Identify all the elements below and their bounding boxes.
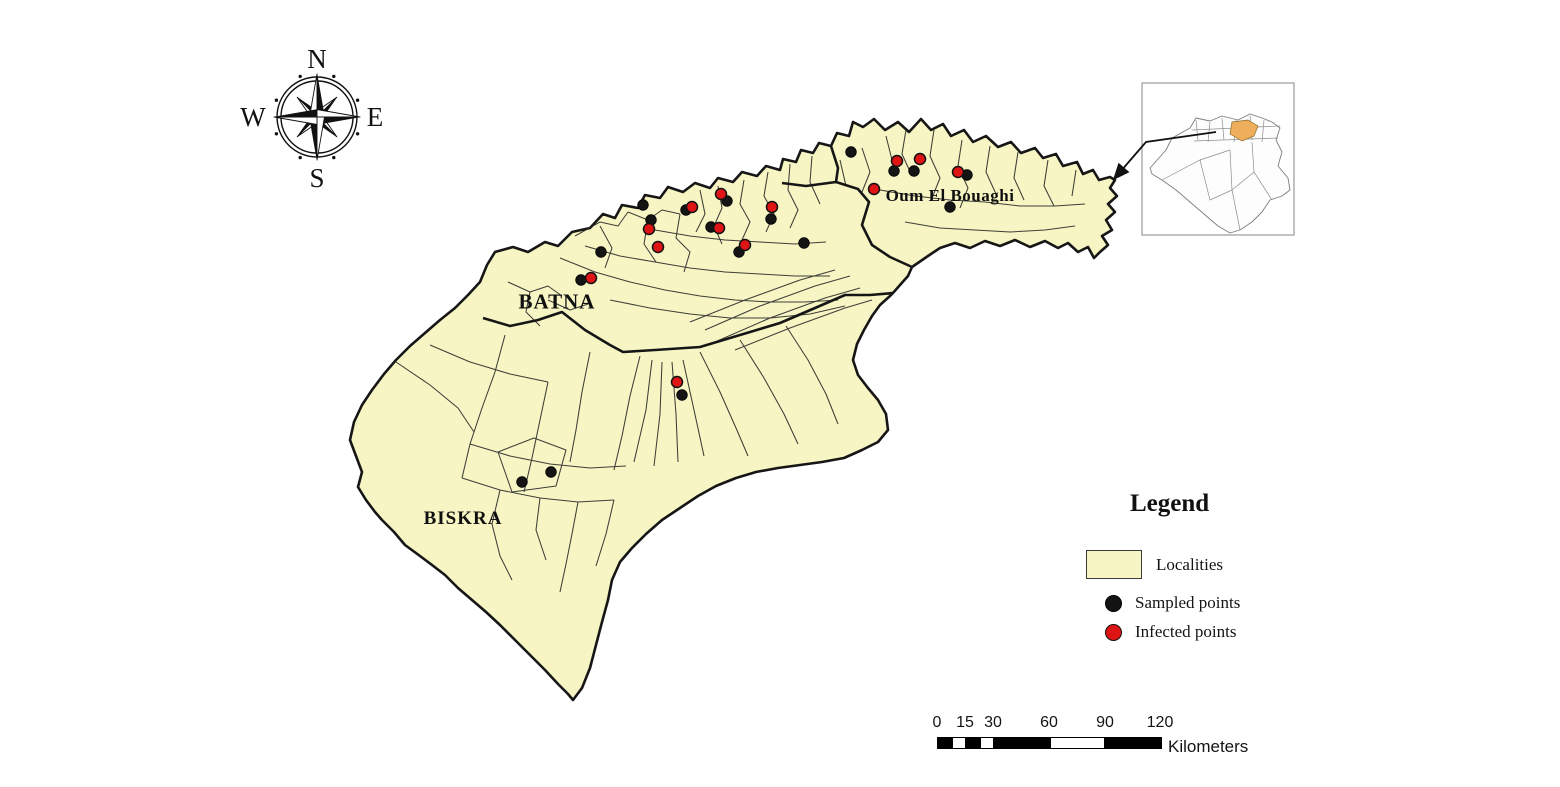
sampled-label: Sampled points [1135,593,1241,612]
batna-oeb-border [829,145,913,269]
localities-swatch [1086,550,1142,579]
scale-segment [938,738,952,748]
compass-east-label: E [367,102,384,132]
infected-point [867,182,881,196]
compass-north-label: N [307,44,327,74]
localities-label: Localities [1156,554,1224,574]
sampled-point [516,476,528,488]
label-oum-el-bouaghi: Oum El Bouaghi [885,186,1015,205]
commune-boundaries [395,129,1086,593]
scale-segment [1049,738,1106,748]
scale-unit-label: Kilometers [1168,737,1249,756]
label-biskra: BISKRA [423,508,503,529]
infected-point [670,375,684,389]
compass-south-label: S [309,163,324,193]
infected-point [651,240,665,254]
study-region-outline [348,117,1119,702]
infected-point-icon [1105,623,1122,641]
sampled-points-layer [516,146,973,488]
sampled-point [676,389,688,401]
infected-point [712,221,726,235]
scale-tick: 90 [1096,714,1114,731]
sampled-point [595,246,607,258]
scale-bar-segments [937,737,1162,749]
infected-point [765,200,779,214]
compass-cardinal-star [273,73,361,161]
infected-point [913,152,927,166]
inset-map [1112,82,1295,236]
infected-point [951,165,965,179]
scale-segment [1105,738,1161,748]
sampled-point [798,237,810,249]
infected-label: Infected points [1135,622,1237,641]
scale-segment [993,738,1050,748]
scale-segment [979,738,994,748]
infected-point [738,238,752,252]
sampled-point [765,213,777,225]
sampled-point [888,165,900,177]
batna-biskra-border [482,291,894,354]
inset-highlight [1229,119,1259,142]
scale-tick: 60 [1040,714,1058,731]
infected-point [584,271,598,285]
sampled-point [637,199,649,211]
oeb-border-spur [781,180,837,188]
sampled-point [845,146,857,158]
infected-points-layer [584,152,965,389]
scale-tick: 0 [932,714,942,731]
label-batna: BATNA [518,289,596,314]
legend: Legend Localities Sampled points Infecte… [1086,490,1286,642]
scale-tick: 30 [984,714,1002,731]
legend-item-infected: Infected points [1086,622,1286,642]
scale-tick: 15 [956,714,974,731]
legend-title: Legend [1130,490,1210,517]
scale-bar: 0 15 30 60 90 120 Kilometers [930,714,1250,759]
scale-segment [951,738,966,748]
compass-ticks [274,74,360,160]
scale-tick: 120 [1146,714,1174,731]
infected-point [642,222,656,236]
inset-algeria-outline [1149,113,1291,234]
legend-item-sampled: Sampled points [1086,593,1286,613]
sampled-point-icon [1105,594,1122,612]
infected-point [685,200,699,214]
sampled-point [545,466,557,478]
legend-item-localities: Localities [1086,550,1286,579]
compass-west-label: W [240,102,266,132]
inset-arrow [1112,131,1217,181]
infected-point [714,187,728,201]
infected-point [890,154,904,168]
sampled-point [908,165,920,177]
sampled-point [944,201,956,213]
sampled-point [575,274,587,286]
compass-rose: N E S W [240,44,383,193]
scale-segment [965,738,980,748]
